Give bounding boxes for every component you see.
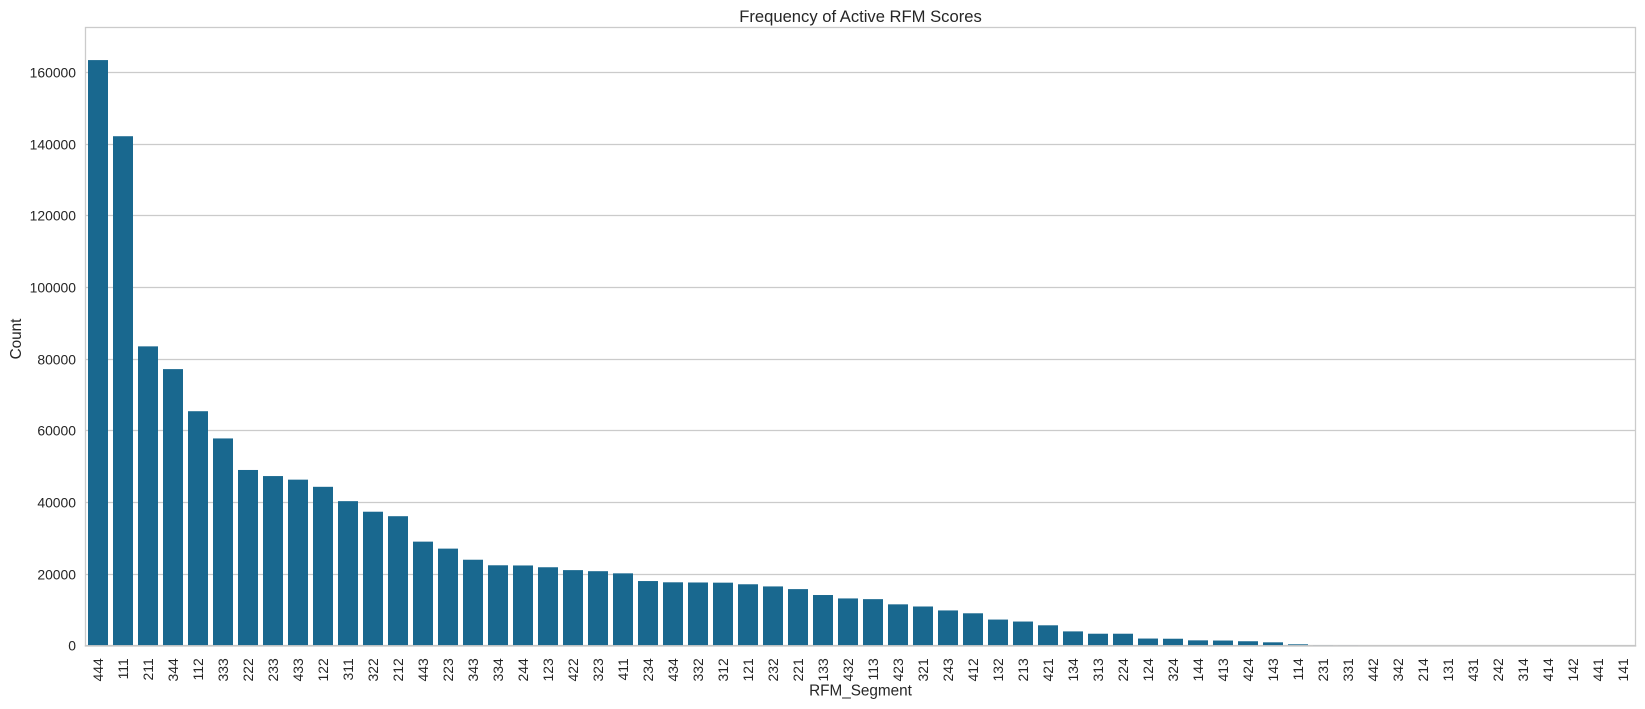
svg-text:113: 113 xyxy=(865,658,881,680)
svg-text:20000: 20000 xyxy=(37,567,76,583)
svg-text:141: 141 xyxy=(1615,658,1631,681)
svg-text:314: 314 xyxy=(1515,658,1531,681)
svg-text:244: 244 xyxy=(515,658,531,681)
svg-text:160000: 160000 xyxy=(30,65,77,81)
svg-text:100000: 100000 xyxy=(30,280,77,296)
svg-text:321: 321 xyxy=(915,658,931,681)
svg-text:221: 221 xyxy=(790,658,806,681)
svg-text:224: 224 xyxy=(1115,658,1131,681)
svg-text:413: 413 xyxy=(1215,658,1231,681)
svg-text:334: 334 xyxy=(490,658,506,681)
svg-text:421: 421 xyxy=(1040,658,1056,681)
svg-text:124: 124 xyxy=(1140,658,1156,681)
svg-text:112: 112 xyxy=(190,658,206,680)
svg-text:40000: 40000 xyxy=(37,495,76,511)
svg-text:122: 122 xyxy=(315,658,331,681)
svg-text:212: 212 xyxy=(390,658,406,681)
svg-text:Count: Count xyxy=(8,318,25,360)
svg-text:131: 131 xyxy=(1440,658,1456,681)
svg-text:133: 133 xyxy=(815,658,831,681)
svg-text:231: 231 xyxy=(1315,658,1331,681)
svg-text:423: 423 xyxy=(890,658,906,681)
svg-text:111: 111 xyxy=(115,658,131,679)
svg-text:414: 414 xyxy=(1540,658,1556,681)
svg-text:322: 322 xyxy=(365,658,381,681)
svg-text:214: 214 xyxy=(1415,658,1431,681)
svg-text:222: 222 xyxy=(240,658,256,681)
svg-text:144: 144 xyxy=(1190,658,1206,681)
svg-text:332: 332 xyxy=(690,658,706,681)
svg-text:324: 324 xyxy=(1165,658,1181,681)
svg-text:433: 433 xyxy=(290,658,306,681)
svg-text:211: 211 xyxy=(140,658,156,680)
svg-text:234: 234 xyxy=(640,658,656,681)
svg-text:412: 412 xyxy=(965,658,981,681)
svg-text:424: 424 xyxy=(1240,658,1256,681)
svg-text:232: 232 xyxy=(765,658,781,681)
svg-text:RFM_Segment: RFM_Segment xyxy=(809,683,913,700)
svg-text:331: 331 xyxy=(1340,658,1356,681)
svg-text:243: 243 xyxy=(940,658,956,681)
svg-text:140000: 140000 xyxy=(30,137,77,153)
svg-text:80000: 80000 xyxy=(37,352,76,368)
svg-text:422: 422 xyxy=(565,658,581,681)
svg-text:121: 121 xyxy=(740,658,756,681)
svg-text:442: 442 xyxy=(1365,658,1381,681)
svg-text:132: 132 xyxy=(990,658,1006,681)
svg-text:434: 434 xyxy=(665,658,681,681)
svg-text:411: 411 xyxy=(615,658,631,680)
svg-text:432: 432 xyxy=(840,658,856,681)
svg-text:0: 0 xyxy=(68,638,76,654)
svg-text:312: 312 xyxy=(715,658,731,681)
svg-text:342: 342 xyxy=(1390,658,1406,681)
svg-text:344: 344 xyxy=(165,658,181,681)
svg-text:213: 213 xyxy=(1015,658,1031,681)
svg-text:343: 343 xyxy=(465,658,481,681)
svg-text:333: 333 xyxy=(215,658,231,681)
svg-text:114: 114 xyxy=(1290,658,1306,680)
svg-text:223: 223 xyxy=(440,658,456,681)
svg-text:123: 123 xyxy=(540,658,556,681)
svg-text:323: 323 xyxy=(590,658,606,681)
svg-text:60000: 60000 xyxy=(37,423,76,439)
svg-text:444: 444 xyxy=(90,658,106,681)
svg-text:431: 431 xyxy=(1465,658,1481,681)
svg-text:143: 143 xyxy=(1265,658,1281,681)
svg-text:313: 313 xyxy=(1090,658,1106,681)
svg-text:233: 233 xyxy=(265,658,281,681)
svg-text:242: 242 xyxy=(1490,658,1506,681)
svg-text:Frequency of Active RFM Scores: Frequency of Active RFM Scores xyxy=(739,7,982,26)
svg-text:120000: 120000 xyxy=(30,208,77,224)
svg-text:142: 142 xyxy=(1565,658,1581,681)
svg-text:311: 311 xyxy=(340,658,356,680)
svg-text:134: 134 xyxy=(1065,658,1081,681)
svg-text:443: 443 xyxy=(415,658,431,681)
svg-text:441: 441 xyxy=(1590,658,1606,681)
